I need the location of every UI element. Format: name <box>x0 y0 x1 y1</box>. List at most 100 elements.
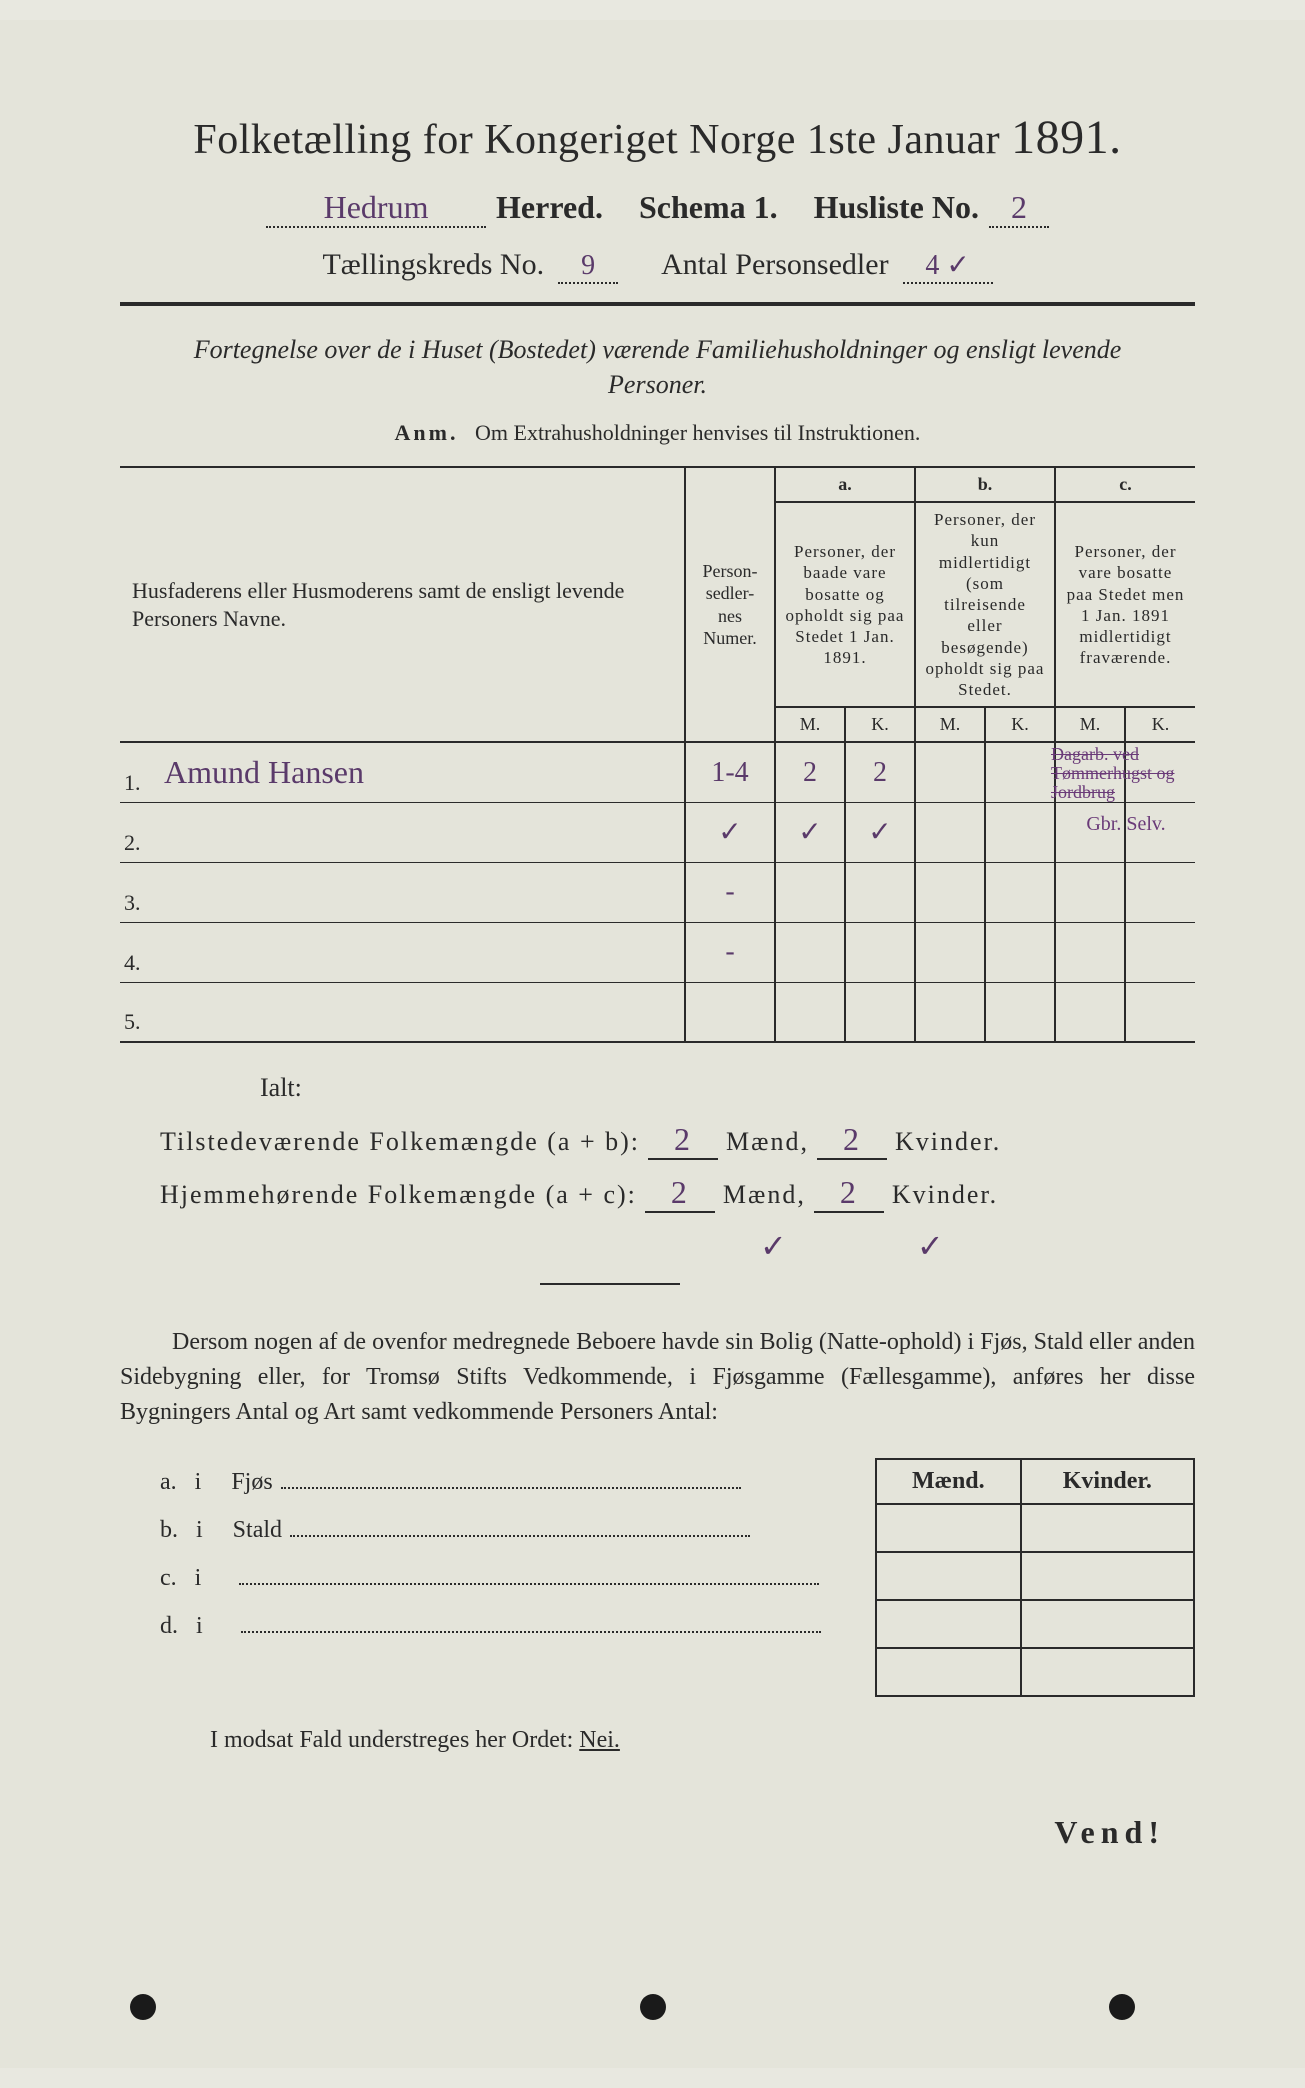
data-cell <box>985 862 1055 922</box>
group-b-tag: b. <box>915 467 1055 502</box>
data-cell <box>775 862 845 922</box>
building-tag: b. <box>160 1517 178 1543</box>
data-cell <box>985 742 1055 802</box>
data-cell <box>1055 922 1125 982</box>
building-i: i <box>177 1469 232 1495</box>
divider <box>120 302 1195 306</box>
title-year: 1891. <box>1011 111 1122 164</box>
cell-value: 2 <box>873 757 887 788</box>
anm-line: Anm. Om Extrahusholdninger henvises til … <box>120 420 1195 446</box>
line2-label: Hjemmehørende Folkemængde (a + c): <box>160 1180 637 1210</box>
table-row: 4. - <box>120 922 1195 982</box>
data-cell <box>1125 922 1195 982</box>
bygn-cell <box>876 1552 1021 1600</box>
ialt-label: Ialt: <box>260 1073 1195 1103</box>
table-row: 2.✓✓✓Gbr. Selv. <box>120 802 1195 862</box>
margin-annotation: Dagarb. ved Tømmerhugst og Jordbrug <box>1051 745 1201 802</box>
cell-value: ✓ <box>718 817 741 848</box>
title-text: Folketælling for Kongeriget Norge 1ste J… <box>193 117 1000 163</box>
data-cell <box>915 802 985 862</box>
kreds-no: 9 <box>558 250 618 284</box>
bygn-kvinder-header: Kvinder. <box>1021 1459 1194 1504</box>
check-k: ✓ <box>917 1227 944 1265</box>
anm-text: Om Extrahusholdninger henvises til Instr… <box>475 420 920 445</box>
dotted-line <box>239 1575 819 1585</box>
row-number: 5. <box>120 982 154 1042</box>
building-tag: a. <box>160 1469 177 1495</box>
bygn-cell <box>876 1600 1021 1648</box>
bygn-maend-header: Mænd. <box>876 1459 1021 1504</box>
cell-value: ✓ <box>868 817 891 848</box>
c-m: M. <box>1055 707 1125 742</box>
buildings-mk-table: Mænd. Kvinder. <box>875 1458 1195 1697</box>
a-m: M. <box>775 707 845 742</box>
b-m: M. <box>915 707 985 742</box>
data-cell: 2 <box>845 742 915 802</box>
dotted-line <box>281 1479 741 1489</box>
margin-annotation: Gbr. Selv. <box>1051 813 1201 836</box>
line1-label: Tilstedeværende Folkemængde (a + b): <box>160 1127 640 1157</box>
data-cell: 1-4 <box>685 742 775 802</box>
a-k: K. <box>845 707 915 742</box>
bygn-cell <box>1021 1600 1194 1648</box>
vend-label: Vend! <box>120 1814 1195 1851</box>
cell-value: - <box>725 876 734 907</box>
data-cell <box>775 982 845 1042</box>
building-i: i <box>178 1613 233 1639</box>
group-c-text: Personer, der vare bosatte paa Stedet me… <box>1055 502 1195 707</box>
buildings-block: a. i Fjøsb. i Staldc. i d. i Mænd. Kvind… <box>120 1458 1195 1697</box>
nei-pre: I modsat Fald understreges her Ordet: <box>210 1727 573 1753</box>
data-cell: - <box>685 862 775 922</box>
line2-kvinder: 2 <box>814 1174 884 1213</box>
col-numer-header: Person-sedler-nes Numer. <box>685 467 775 742</box>
nei-line: I modsat Fald understreges her Ordet: Ne… <box>210 1727 1195 1754</box>
bygn-cell <box>1021 1648 1194 1696</box>
kvinder-label-2: Kvinder. <box>892 1180 998 1210</box>
data-cell <box>915 982 985 1042</box>
census-form-page: Folketælling for Kongeriget Norge 1ste J… <box>0 20 1305 2068</box>
building-i: i <box>178 1517 233 1543</box>
cell-value: - <box>725 936 734 967</box>
data-cell: Gbr. Selv. <box>1125 802 1195 862</box>
punch-hole <box>640 1994 666 2020</box>
b-k: K. <box>985 707 1055 742</box>
person-name-cell <box>154 802 685 862</box>
group-c-tag: c. <box>1055 467 1195 502</box>
table-row: 3. - <box>120 862 1195 922</box>
husliste-label: Husliste No. <box>814 189 979 226</box>
group-a-tag: a. <box>775 467 915 502</box>
anm-label: Anm. <box>395 420 459 445</box>
person-name-cell <box>154 982 685 1042</box>
building-row: b. i Stald <box>160 1506 845 1554</box>
husliste-no: 2 <box>989 189 1049 228</box>
dwelling-paragraph: Dersom nogen af de ovenfor medregnede Be… <box>120 1325 1195 1429</box>
c-k: K. <box>1125 707 1195 742</box>
data-cell <box>915 922 985 982</box>
herred-line: Hedrum Herred. Schema 1. Husliste No. 2 <box>120 189 1195 228</box>
resident-total: Hjemmehørende Folkemængde (a + c): 2 Mæn… <box>160 1174 1195 1213</box>
data-cell <box>915 742 985 802</box>
data-cell: ✓ <box>685 802 775 862</box>
line1-maend: 2 <box>648 1121 718 1160</box>
check-m: ✓ <box>760 1227 787 1265</box>
bygn-cell <box>876 1648 1021 1696</box>
line1-kvinder: 2 <box>817 1121 887 1160</box>
data-cell <box>915 862 985 922</box>
nei-word: Nei. <box>579 1727 620 1753</box>
person-name-cell <box>154 922 685 982</box>
data-cell: 2 <box>775 742 845 802</box>
bygn-cell <box>1021 1552 1194 1600</box>
maend-label-2: Mænd, <box>723 1180 806 1210</box>
data-cell: ✓ <box>845 802 915 862</box>
punch-hole <box>1109 1994 1135 2020</box>
group-b-text: Personer, der kun midlertidigt (som tilr… <box>915 502 1055 707</box>
present-total: Tilstedeværende Folkemængde (a + b): 2 M… <box>160 1121 1195 1160</box>
table-row: 5. <box>120 982 1195 1042</box>
data-cell <box>1125 862 1195 922</box>
row-number: 3. <box>120 862 154 922</box>
data-cell <box>775 922 845 982</box>
cell-value: ✓ <box>798 817 821 848</box>
row-number: 4. <box>120 922 154 982</box>
herred-label: Herred. <box>496 189 603 226</box>
antal-value: 4 ✓ <box>903 248 993 284</box>
